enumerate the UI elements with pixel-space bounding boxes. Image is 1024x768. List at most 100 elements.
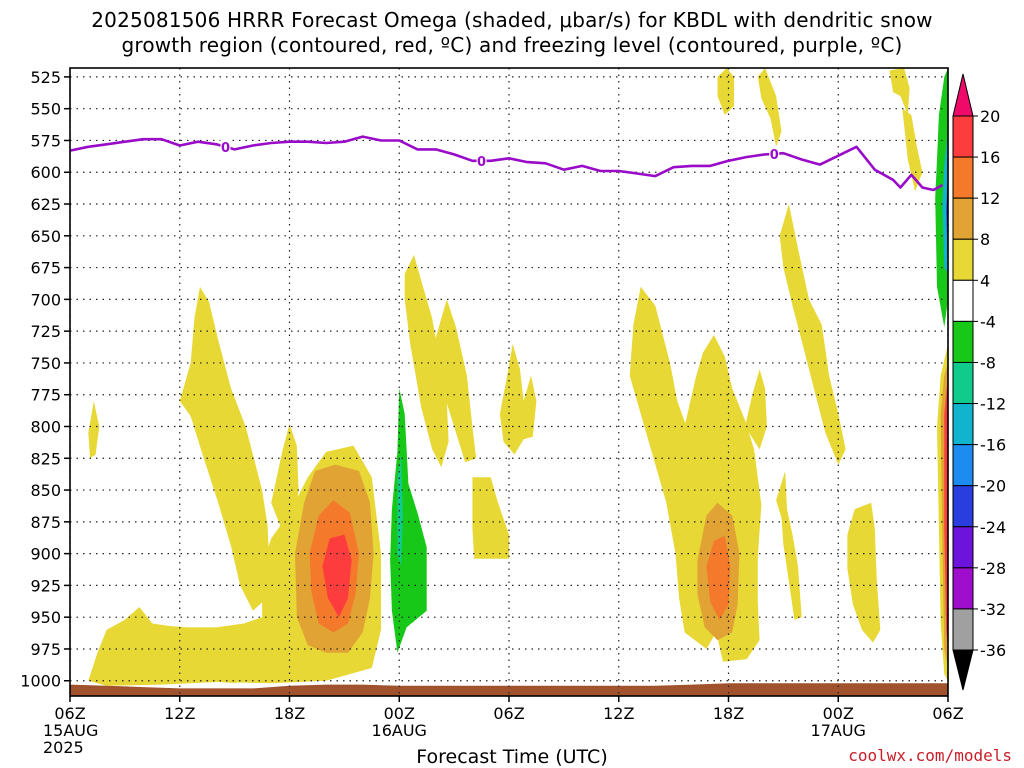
freezing-level-label: 0 xyxy=(770,148,779,163)
freezing-level-label: 0 xyxy=(477,155,486,170)
y-tick-label: 700 xyxy=(30,290,61,309)
colorbar-label: -24 xyxy=(980,518,1006,537)
colorbar-label: -36 xyxy=(980,641,1006,660)
y-tick-label: 550 xyxy=(30,100,61,119)
omega-region-32 xyxy=(944,375,948,649)
colorbar-swatch xyxy=(952,567,974,610)
omega-region-12 xyxy=(779,204,846,465)
colorbar-swatch xyxy=(952,156,974,199)
x-axis-label: Forecast Time (UTC) xyxy=(416,746,608,768)
omega-region-23 xyxy=(706,535,731,620)
x-tick-label: 2025 xyxy=(43,738,84,757)
y-tick-label: 575 xyxy=(30,131,61,150)
y-tick-label: 1000 xyxy=(20,672,61,691)
surface-terrain xyxy=(70,683,948,696)
y-tick-label: 675 xyxy=(30,259,61,278)
colorbar-label: -20 xyxy=(980,477,1006,496)
freezing-label-bg xyxy=(220,138,231,154)
colorbar-swatch xyxy=(952,485,974,528)
colorbar-swatch xyxy=(952,320,974,363)
x-tick-label: 15AUG xyxy=(43,721,98,740)
credit-link[interactable]: coolwx.com/models xyxy=(848,746,1012,765)
x-tick-label: 06Z xyxy=(932,704,963,723)
colorbar-label: 16 xyxy=(980,148,1000,167)
omega-region-25 xyxy=(397,454,403,567)
colorbar-label: 12 xyxy=(980,189,1000,208)
y-tick-label: 950 xyxy=(30,608,61,627)
omega-region-27 xyxy=(942,127,948,274)
omega-region-5 xyxy=(404,254,449,468)
colorbar-label: -8 xyxy=(980,353,996,372)
chart-title-line-2: growth region (contoured, red, ºC) and f… xyxy=(121,33,903,57)
y-tick-label: 875 xyxy=(30,513,61,532)
x-tick-label: 00Z xyxy=(823,704,854,723)
omega-region-7 xyxy=(499,343,537,455)
omega-shaded-regions xyxy=(88,68,948,686)
x-tick-label: 12Z xyxy=(164,704,195,723)
freezing-level-line xyxy=(69,135,944,192)
x-tick-label: 18Z xyxy=(274,704,305,723)
omega-region-2 xyxy=(179,286,270,611)
omega-region-15 xyxy=(717,68,734,115)
omega-region-3 xyxy=(271,424,299,531)
y-tick-label: 600 xyxy=(30,163,61,182)
freezing-label-bg xyxy=(476,152,487,168)
colorbar-swatch xyxy=(952,361,974,405)
freezing-level-contour: 0 0 0 xyxy=(69,135,944,192)
y-tick-label: 650 xyxy=(30,227,61,246)
colorbar-label: -28 xyxy=(980,559,1006,578)
omega-region-16 xyxy=(757,68,782,147)
y-tick-label: 925 xyxy=(30,576,61,595)
omega-region-17 xyxy=(889,68,910,115)
colorbar-swatch xyxy=(952,526,974,569)
omega-region-6 xyxy=(435,299,477,463)
omega-region-21 xyxy=(322,534,352,618)
omega-region-8 xyxy=(472,477,509,559)
freezing-level-label: 0 xyxy=(221,141,230,156)
surface-terrain-band xyxy=(70,683,948,696)
y-tick-label: 775 xyxy=(30,386,61,405)
colorbar-label: 20 xyxy=(980,107,1000,126)
colorbar-label: -16 xyxy=(980,436,1006,455)
y-tick-label: 625 xyxy=(30,195,61,214)
freezing-label-bg xyxy=(769,145,780,161)
omega-region-18 xyxy=(902,108,923,192)
x-tick-label: 06Z xyxy=(493,704,524,723)
omega-region-24 xyxy=(390,388,427,653)
colorbar-swatch xyxy=(952,115,974,158)
chart-title-line-1: 2025081506 HRRR Forecast Omega (shaded, … xyxy=(91,8,933,32)
y-tick-label: 825 xyxy=(30,449,61,468)
y-tick-label: 725 xyxy=(30,322,61,341)
y-tick-label: 975 xyxy=(30,640,61,659)
omega-region-13 xyxy=(776,471,802,620)
x-tick-label: 18Z xyxy=(713,704,744,723)
colorbar-bottom-arrow xyxy=(952,649,974,691)
y-tick-label: 750 xyxy=(30,354,61,373)
omega-region-10 xyxy=(684,335,762,662)
y-tick-label: 900 xyxy=(30,545,61,564)
omega-region-14 xyxy=(847,502,881,643)
colorbar-swatch xyxy=(952,279,974,322)
y-axis-ticks: 525 550 575 600 625 650 675 700 725 750 775 800 825 8… xyxy=(20,68,70,691)
colorbar-swatch xyxy=(952,197,974,240)
colorbar-swatch xyxy=(952,608,974,651)
x-tick-label: 17AUG xyxy=(811,721,866,740)
omega-region-1 xyxy=(207,638,263,684)
colorbar-swatch xyxy=(952,238,974,281)
y-tick-label: 850 xyxy=(30,481,61,500)
colorbar-label: -12 xyxy=(980,395,1006,414)
colorbar-swatch xyxy=(952,403,974,446)
colorbar-top-arrow xyxy=(952,73,974,117)
colorbar-label: 4 xyxy=(980,271,990,290)
colorbar-label: 8 xyxy=(980,230,990,249)
x-tick-label: 06Z xyxy=(54,704,85,723)
x-tick-label: 12Z xyxy=(603,704,634,723)
x-tick-label: 16AUG xyxy=(372,721,427,740)
y-tick-label: 525 xyxy=(30,68,61,87)
x-tick-label: 00Z xyxy=(384,704,415,723)
colorbar: 20 16 12 8 4 -4 -8 -12 -16 -20 -24 -28 -32 -36 xyxy=(952,73,1006,691)
colorbar-label: -32 xyxy=(980,600,1006,619)
omega-region-4 xyxy=(88,401,100,459)
